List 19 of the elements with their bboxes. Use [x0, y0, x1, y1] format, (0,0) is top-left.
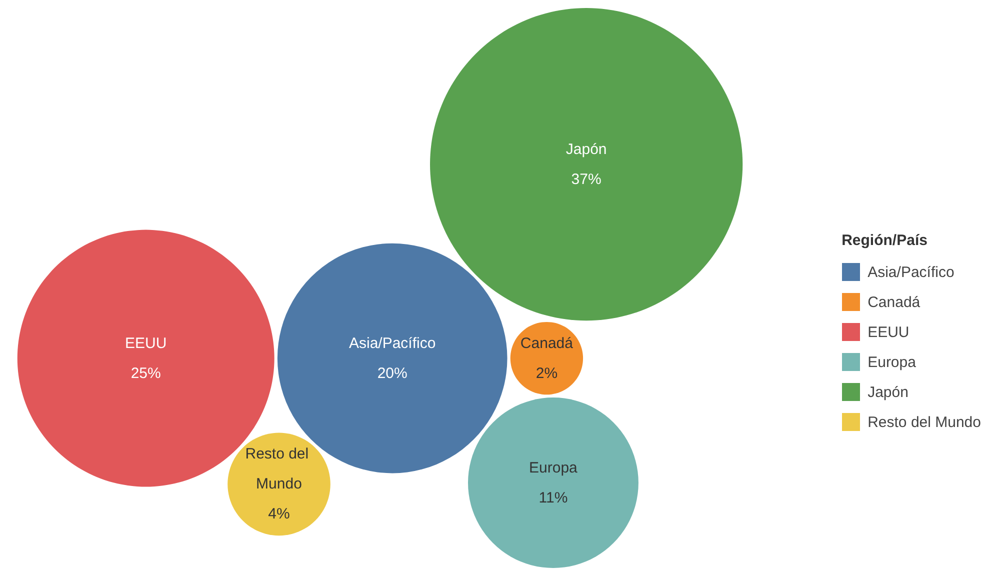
data-label: 20%: [377, 364, 408, 382]
category-label: Canadá: [520, 334, 574, 352]
category-label: Japón: [868, 384, 908, 400]
category-label: Resto del Mundo: [868, 414, 981, 430]
data-label: 37%: [571, 170, 602, 188]
legend-title: Región/País: [842, 232, 928, 249]
data-label: 11%: [538, 489, 568, 506]
category-label: Europa: [529, 459, 578, 476]
category-label: EEUU: [125, 334, 167, 352]
data-label: 25%: [130, 364, 161, 382]
data-label: 2%: [536, 364, 558, 382]
data-label: 4%: [268, 506, 290, 523]
category-label: EEUU: [868, 324, 910, 340]
category-label: Resto del Mundo: [245, 446, 313, 493]
category-label: Europa: [868, 354, 916, 370]
category-label: Asia/Pacífico: [868, 264, 954, 280]
category-label: Canadá: [868, 294, 920, 310]
category-label: Asia/Pacífico: [348, 334, 436, 352]
category-label: Japón: [566, 140, 607, 158]
